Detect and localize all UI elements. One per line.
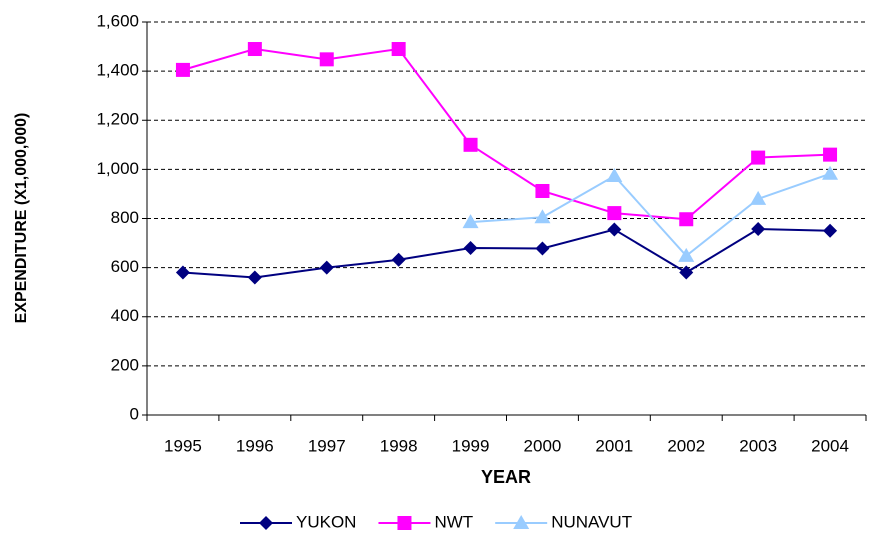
x-tick-label: 1997: [308, 436, 346, 455]
marker: [462, 214, 479, 229]
legend-label: YUKON: [296, 512, 356, 531]
marker: [391, 42, 406, 57]
marker: [463, 137, 478, 152]
y-tick-label: 1,600: [96, 11, 139, 30]
marker: [751, 222, 766, 237]
marker: [175, 62, 190, 77]
x-tick-label: 2003: [739, 436, 777, 455]
marker: [319, 260, 334, 275]
marker: [823, 147, 838, 162]
y-tick-label: 0: [130, 404, 139, 423]
marker: [513, 515, 530, 529]
marker: [822, 165, 839, 180]
series-line: [470, 172, 831, 258]
legend-label: NUNAVUT: [551, 512, 632, 531]
y-tick-label: 400: [111, 306, 139, 325]
x-tick-label: 2001: [595, 436, 633, 455]
y-tick-label: 1,200: [96, 110, 139, 129]
x-tick-label: 2004: [811, 436, 849, 455]
marker: [247, 270, 262, 285]
marker: [751, 150, 766, 165]
marker: [606, 168, 623, 183]
y-tick-label: 1,400: [96, 61, 139, 80]
marker: [463, 240, 478, 255]
x-tick-label: 1998: [380, 436, 418, 455]
marker: [259, 516, 273, 530]
x-tick-label: 1996: [236, 436, 274, 455]
marker: [679, 265, 694, 280]
marker: [607, 206, 622, 221]
x-axis-title: YEAR: [481, 467, 531, 487]
marker: [397, 516, 412, 530]
x-tick-label: 2000: [524, 436, 562, 455]
marker: [535, 183, 550, 198]
marker: [391, 252, 406, 267]
y-tick-label: 600: [111, 257, 139, 276]
marker: [823, 223, 838, 238]
series-line: [182, 47, 831, 221]
x-tick-label: 1995: [164, 436, 202, 455]
legend-label: NWT: [434, 512, 473, 531]
marker: [750, 190, 767, 205]
series-line: [182, 228, 831, 279]
marker: [679, 212, 694, 227]
x-tick-label: 2002: [667, 436, 705, 455]
marker: [319, 52, 334, 67]
marker: [607, 222, 622, 237]
y-tick-label: 800: [111, 208, 139, 227]
x-tick-label: 1999: [452, 436, 490, 455]
marker: [247, 42, 262, 57]
y-axis-title: EXPENDITURE (X1,000,000): [13, 113, 30, 324]
y-tick-label: 1,000: [96, 159, 139, 178]
y-tick-label: 200: [111, 355, 139, 374]
marker: [175, 265, 190, 280]
marker: [678, 247, 695, 262]
marker: [534, 209, 551, 224]
marker: [535, 241, 550, 256]
